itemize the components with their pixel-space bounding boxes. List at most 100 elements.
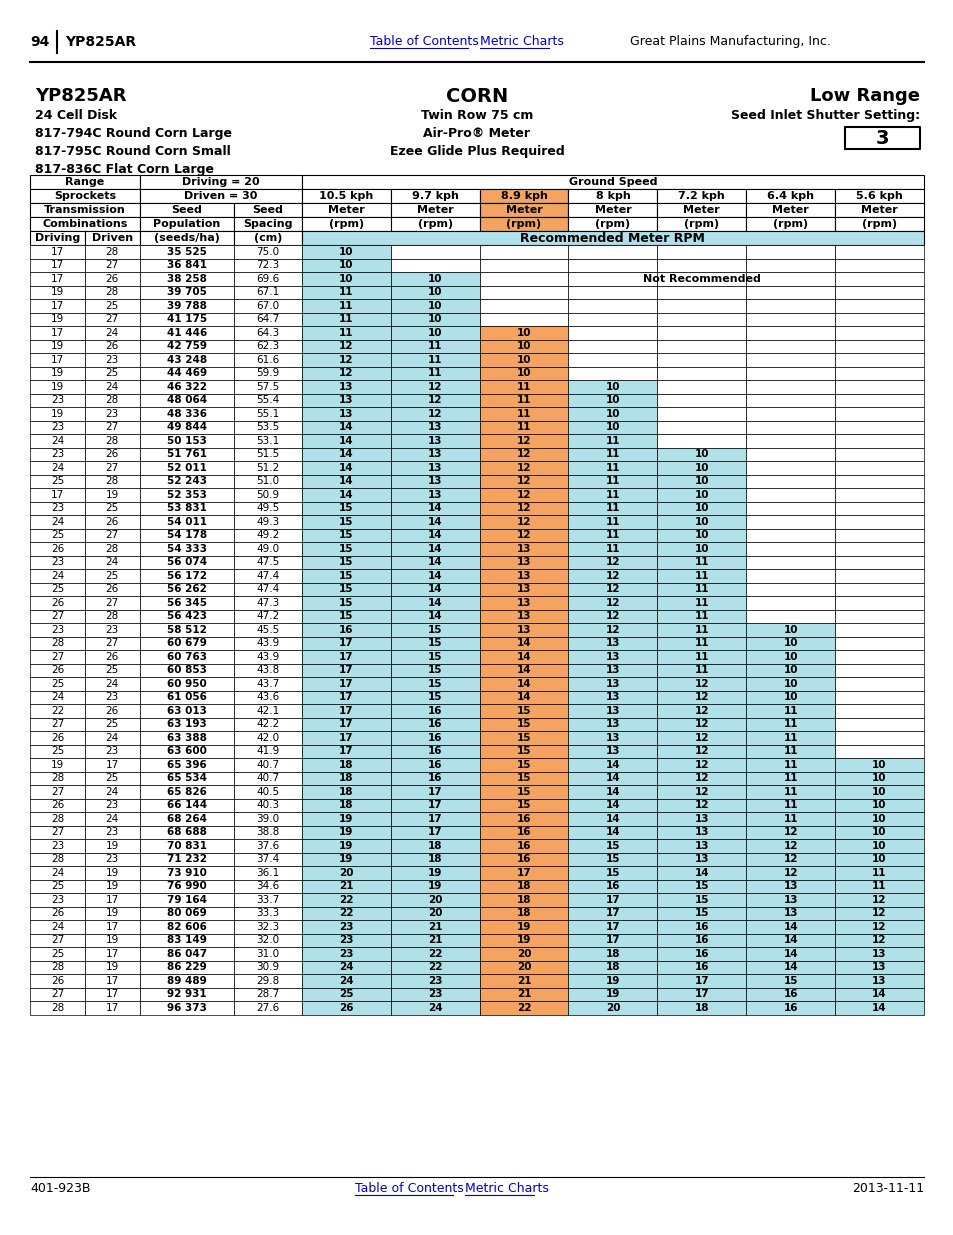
Bar (301, 961, 391, 974)
Bar (140, 340, 233, 353)
Bar (745, 380, 834, 394)
Bar (479, 785, 568, 799)
Bar (140, 704, 233, 718)
Text: 25: 25 (106, 719, 119, 729)
Text: 14: 14 (605, 814, 619, 824)
Bar (30, 189, 140, 203)
Bar (745, 597, 834, 610)
Bar (30, 340, 85, 353)
Bar (834, 772, 923, 785)
Bar (301, 663, 391, 677)
Text: 17: 17 (106, 760, 119, 769)
Text: 11: 11 (517, 382, 531, 391)
Bar (85, 650, 140, 663)
Text: 23: 23 (338, 948, 354, 958)
Bar (745, 636, 834, 650)
Text: 51.5: 51.5 (256, 450, 279, 459)
Bar (391, 785, 479, 799)
Text: 65 396: 65 396 (167, 760, 207, 769)
Bar (30, 690, 85, 704)
Text: 10: 10 (605, 409, 619, 419)
Bar (568, 947, 657, 961)
Text: 20: 20 (338, 868, 354, 878)
Text: 25: 25 (51, 530, 64, 540)
Bar (140, 745, 233, 758)
Bar (479, 433, 568, 447)
Text: 20: 20 (605, 1003, 619, 1013)
Text: 59.9: 59.9 (256, 368, 279, 378)
Bar (391, 758, 479, 772)
Text: 14: 14 (517, 652, 531, 662)
Bar (479, 245, 568, 258)
Text: 10: 10 (694, 503, 708, 514)
Text: 12: 12 (338, 368, 354, 378)
Text: 53.5: 53.5 (256, 422, 279, 432)
Bar (745, 556, 834, 569)
Text: 19: 19 (338, 841, 354, 851)
Text: 49.5: 49.5 (256, 503, 279, 514)
Bar (391, 920, 479, 934)
Bar (140, 690, 233, 704)
Bar (140, 353, 233, 367)
Text: 63 388: 63 388 (167, 732, 207, 742)
Text: 68 264: 68 264 (167, 814, 207, 824)
Bar (85, 663, 140, 677)
Bar (568, 825, 657, 839)
Bar (657, 272, 745, 285)
Text: 20: 20 (428, 908, 442, 919)
Text: 10: 10 (694, 450, 708, 459)
Bar (30, 622, 85, 636)
Bar (568, 326, 657, 340)
Bar (30, 1002, 85, 1014)
Bar (834, 825, 923, 839)
Bar (834, 501, 923, 515)
Bar (745, 529, 834, 542)
Text: 12: 12 (428, 409, 442, 419)
Bar (233, 515, 301, 529)
Text: 15: 15 (338, 598, 354, 608)
Text: 14: 14 (427, 611, 442, 621)
Bar (233, 947, 301, 961)
Bar (30, 866, 85, 879)
Bar (391, 515, 479, 529)
Text: 15: 15 (517, 773, 531, 783)
Text: 17: 17 (605, 921, 619, 931)
Bar (140, 799, 233, 811)
Text: 11: 11 (782, 705, 797, 716)
Text: 10.5 kph: 10.5 kph (319, 191, 373, 201)
Bar (140, 839, 233, 852)
Bar (85, 312, 140, 326)
Bar (30, 529, 85, 542)
Bar (301, 447, 391, 461)
Text: 19: 19 (51, 288, 64, 298)
Text: 17: 17 (338, 719, 354, 729)
Bar (745, 299, 834, 312)
Text: (rpm): (rpm) (683, 219, 719, 228)
Text: 13: 13 (517, 611, 531, 621)
Bar (391, 650, 479, 663)
Bar (479, 718, 568, 731)
Bar (479, 745, 568, 758)
Bar (301, 622, 391, 636)
Bar (834, 690, 923, 704)
Bar (479, 583, 568, 597)
Text: 28: 28 (106, 477, 119, 487)
Bar (30, 610, 85, 622)
Bar (834, 622, 923, 636)
Text: 26: 26 (106, 652, 119, 662)
Text: 11: 11 (694, 598, 708, 608)
Bar (140, 258, 233, 272)
Bar (568, 920, 657, 934)
Text: 11: 11 (428, 341, 442, 351)
Bar (568, 758, 657, 772)
Text: Seed: Seed (253, 205, 283, 215)
Bar (479, 217, 568, 231)
Text: 66 144: 66 144 (167, 800, 207, 810)
Bar (140, 474, 233, 488)
Bar (233, 258, 301, 272)
Bar (568, 569, 657, 583)
Bar (140, 772, 233, 785)
Bar (657, 920, 745, 934)
Text: 27: 27 (106, 314, 119, 325)
Text: 43 248: 43 248 (167, 354, 207, 364)
